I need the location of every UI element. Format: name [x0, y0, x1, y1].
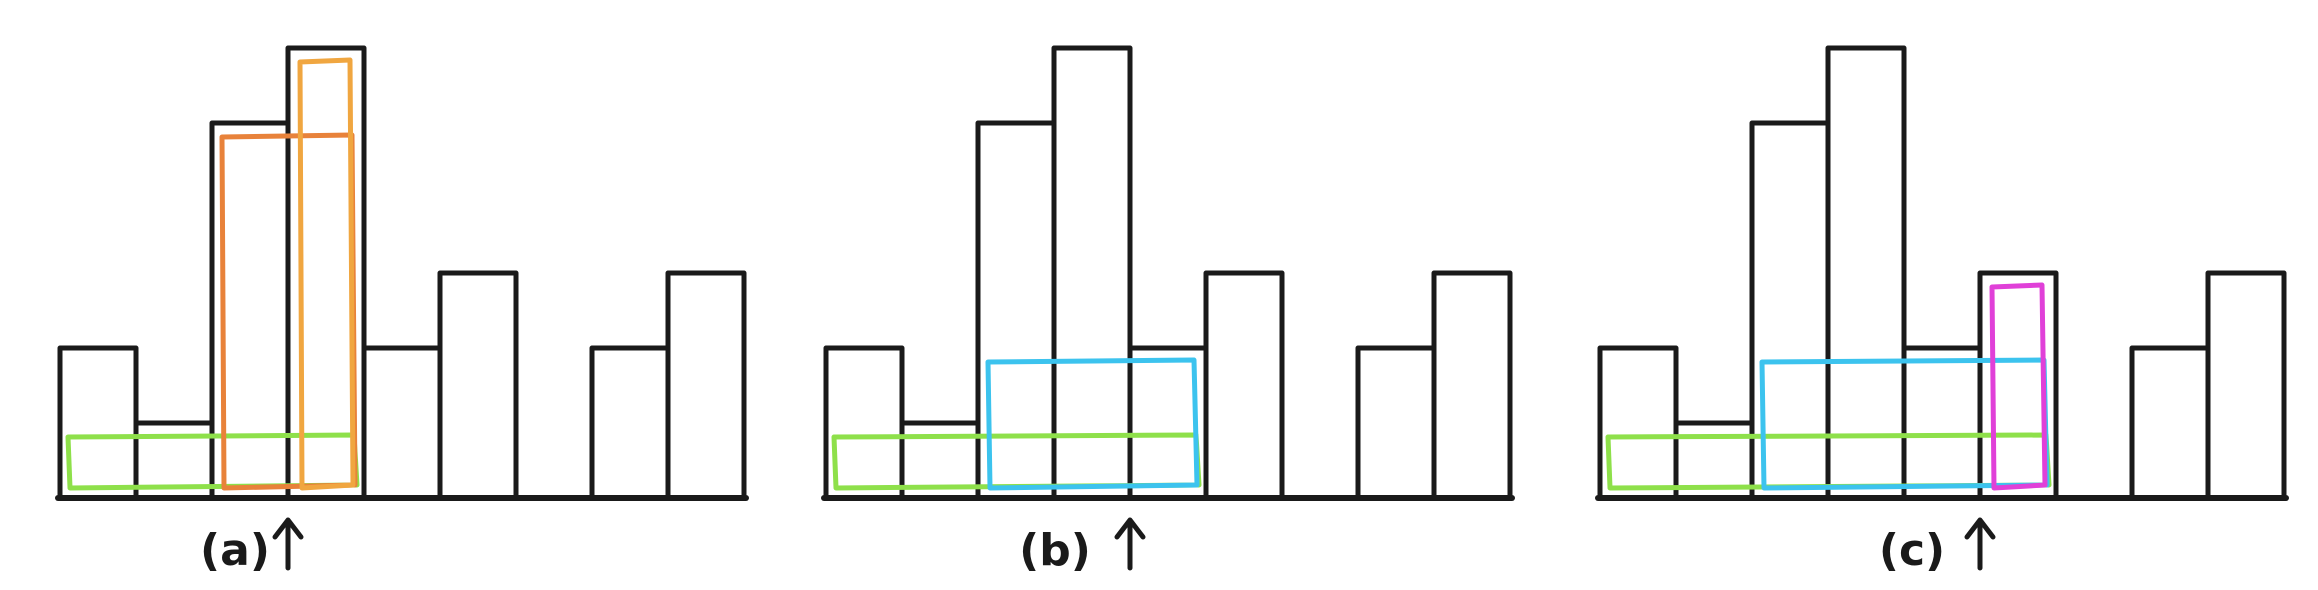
up-arrow-icon: [1114, 517, 1146, 571]
bar-5: [437, 270, 519, 501]
bar-4: [361, 345, 443, 501]
bar-7: [589, 345, 671, 501]
highlight-rect-2: [297, 57, 356, 491]
highlight-rect-0: [831, 432, 1202, 491]
bar-3: [1051, 45, 1133, 501]
panel-a: (a): [55, 45, 749, 576]
highlight-rect-2: [1989, 282, 2048, 491]
bar-5: [1203, 270, 1285, 501]
bar-7: [2129, 345, 2211, 501]
bar-7: [1355, 345, 1437, 501]
panel-caption: (a): [200, 525, 270, 576]
panel-caption: (c): [1879, 525, 1945, 576]
up-arrow-icon: [1964, 517, 1996, 571]
bar-8: [2205, 270, 2287, 501]
up-arrow-icon: [272, 517, 304, 571]
panel-caption: (b): [1019, 525, 1091, 576]
panel-b: (b): [821, 45, 1515, 576]
bar-3: [1825, 45, 1907, 501]
bar-4: [1901, 345, 1983, 501]
panel-c: (c): [1595, 45, 2289, 576]
bar-8: [665, 270, 747, 501]
highlight-rect-1: [985, 357, 1200, 491]
bar-8: [1431, 270, 1513, 501]
